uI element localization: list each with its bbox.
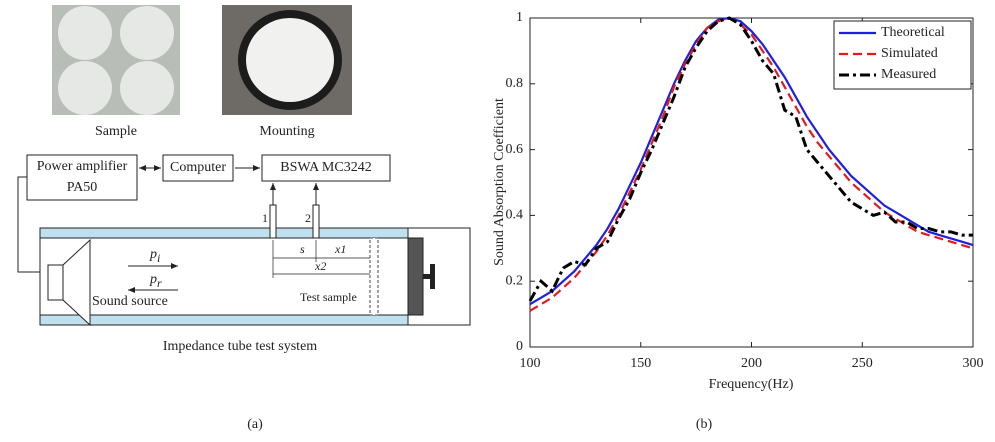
mic-label: 2 (305, 211, 311, 225)
photo-label: Sample (95, 124, 137, 139)
panel-a: Sample Mounting Power amplifier PA50 Com… (17, 5, 471, 432)
panel-b: (b) Frequency(Hz) Sound Absorption Coeff… (492, 10, 983, 432)
x-tick-label: 150 (630, 356, 651, 371)
amplifier-box (26, 154, 138, 201)
incident-label: pi (149, 247, 160, 265)
mic (269, 204, 277, 239)
speaker (47, 264, 64, 301)
x-tick-label: 200 (741, 356, 762, 371)
series-line (529, 16, 974, 312)
box-label: Computer (170, 160, 226, 175)
legend-label: Measured (881, 67, 936, 82)
y-tick-label: 0.2 (506, 273, 524, 288)
x-tick-label: 100 (520, 356, 541, 371)
y-tick-label: 0.6 (506, 142, 524, 157)
y-tick-label: 1 (516, 10, 523, 25)
panel-label: (a) (247, 417, 263, 432)
y-tick-label: 0 (516, 339, 523, 354)
analyzer-box (261, 154, 391, 182)
wire (17, 176, 46, 273)
computer-box (162, 154, 234, 182)
distance-label: x1 (334, 242, 346, 256)
box-label: PA50 (67, 180, 98, 195)
x-tick-label: 250 (852, 356, 873, 371)
piston (407, 237, 424, 316)
source-label: Sound source (92, 294, 168, 309)
x-axis-label: Frequency(Hz) (709, 377, 794, 392)
y-axis-label: Sound Absorption Coefficient (492, 98, 507, 266)
reflected-label: pr (149, 272, 162, 290)
distance-label: s (300, 242, 305, 256)
sample-label: Test sample (300, 290, 357, 304)
series-line (529, 16, 974, 306)
panel-label: (b) (696, 417, 713, 432)
distance-label: x2 (314, 259, 326, 273)
legend-label: Theoretical (881, 25, 945, 40)
caption: Impedance tube test system (163, 339, 317, 354)
box-label: BSWA MC3242 (280, 160, 371, 175)
y-tick-label: 0.4 (506, 208, 524, 223)
mic (312, 204, 320, 239)
x-tick-label: 300 (963, 356, 984, 371)
box-label: Power amplifier (37, 159, 128, 174)
tube (39, 227, 471, 326)
y-tick-label: 0.8 (506, 76, 524, 91)
tube-wall (39, 314, 409, 326)
sample-layer (369, 237, 379, 316)
legend-label: Simulated (881, 46, 938, 61)
tube-wall (39, 227, 409, 239)
photo-label: Mounting (259, 124, 314, 139)
mic-label: 1 (262, 211, 268, 225)
